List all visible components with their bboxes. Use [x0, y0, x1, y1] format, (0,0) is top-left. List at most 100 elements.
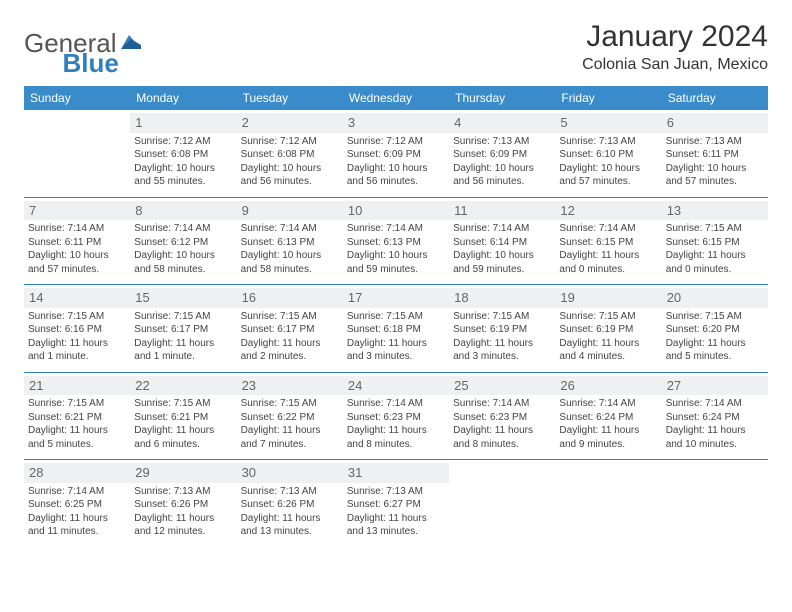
sunrise-text: Sunrise: 7:14 AM [28, 485, 126, 499]
daylight-text: Daylight: 11 hours and 13 minutes. [241, 512, 339, 539]
day-cell: 15Sunrise: 7:15 AMSunset: 6:17 PMDayligh… [130, 285, 236, 373]
sunrise-text: Sunrise: 7:12 AM [134, 135, 232, 149]
daylight-text: Daylight: 10 hours and 57 minutes. [28, 249, 126, 276]
day-number: 18 [449, 288, 555, 308]
daylight-text: Daylight: 10 hours and 59 minutes. [453, 249, 551, 276]
daylight-text: Daylight: 11 hours and 1 minute. [134, 337, 232, 364]
sunrise-text: Sunrise: 7:15 AM [666, 310, 764, 324]
day-number: 1 [130, 113, 236, 133]
day-cell: 1Sunrise: 7:12 AMSunset: 6:08 PMDaylight… [130, 110, 236, 197]
day-number: 23 [237, 376, 343, 396]
flag-icon [121, 31, 143, 56]
day-number: 4 [449, 113, 555, 133]
day-cell [555, 460, 661, 547]
sunrise-text: Sunrise: 7:14 AM [559, 222, 657, 236]
sunrise-text: Sunrise: 7:12 AM [347, 135, 445, 149]
day-number: 10 [343, 201, 449, 221]
day-number: 11 [449, 201, 555, 221]
daylight-text: Daylight: 11 hours and 11 minutes. [28, 512, 126, 539]
day-number: 20 [662, 288, 768, 308]
sunrise-text: Sunrise: 7:13 AM [453, 135, 551, 149]
daylight-text: Daylight: 10 hours and 58 minutes. [241, 249, 339, 276]
day-cell: 19Sunrise: 7:15 AMSunset: 6:19 PMDayligh… [555, 285, 661, 373]
daylight-text: Daylight: 10 hours and 56 minutes. [241, 162, 339, 189]
day-number: 5 [555, 113, 661, 133]
sunset-text: Sunset: 6:12 PM [134, 236, 232, 250]
sunrise-text: Sunrise: 7:13 AM [666, 135, 764, 149]
day-cell: 27Sunrise: 7:14 AMSunset: 6:24 PMDayligh… [662, 372, 768, 460]
day-number: 26 [555, 376, 661, 396]
day-number: 7 [24, 201, 130, 221]
daylight-text: Daylight: 10 hours and 56 minutes. [347, 162, 445, 189]
weekday-header: Tuesday [237, 86, 343, 110]
sunset-text: Sunset: 6:15 PM [559, 236, 657, 250]
day-cell: 7Sunrise: 7:14 AMSunset: 6:11 PMDaylight… [24, 197, 130, 285]
sunset-text: Sunset: 6:23 PM [347, 411, 445, 425]
daylight-text: Daylight: 11 hours and 12 minutes. [134, 512, 232, 539]
daylight-text: Daylight: 11 hours and 1 minute. [28, 337, 126, 364]
daylight-text: Daylight: 11 hours and 0 minutes. [559, 249, 657, 276]
day-number: 2 [237, 113, 343, 133]
daylight-text: Daylight: 11 hours and 4 minutes. [559, 337, 657, 364]
daylight-text: Daylight: 11 hours and 7 minutes. [241, 424, 339, 451]
sunset-text: Sunset: 6:27 PM [347, 498, 445, 512]
sunset-text: Sunset: 6:26 PM [134, 498, 232, 512]
sunrise-text: Sunrise: 7:15 AM [134, 310, 232, 324]
daylight-text: Daylight: 11 hours and 8 minutes. [453, 424, 551, 451]
title-block: January 2024 Colonia San Juan, Mexico [582, 20, 768, 74]
day-cell: 31Sunrise: 7:13 AMSunset: 6:27 PMDayligh… [343, 460, 449, 547]
sunset-text: Sunset: 6:19 PM [559, 323, 657, 337]
daylight-text: Daylight: 10 hours and 56 minutes. [453, 162, 551, 189]
sunset-text: Sunset: 6:17 PM [241, 323, 339, 337]
sunset-text: Sunset: 6:10 PM [559, 148, 657, 162]
sunset-text: Sunset: 6:09 PM [453, 148, 551, 162]
daylight-text: Daylight: 11 hours and 6 minutes. [134, 424, 232, 451]
daylight-text: Daylight: 11 hours and 2 minutes. [241, 337, 339, 364]
sunrise-text: Sunrise: 7:15 AM [134, 397, 232, 411]
weekday-header-row: Sunday Monday Tuesday Wednesday Thursday… [24, 86, 768, 110]
week-row: 28Sunrise: 7:14 AMSunset: 6:25 PMDayligh… [24, 460, 768, 547]
day-number: 12 [555, 201, 661, 221]
day-cell [449, 460, 555, 547]
day-cell: 23Sunrise: 7:15 AMSunset: 6:22 PMDayligh… [237, 372, 343, 460]
day-cell: 17Sunrise: 7:15 AMSunset: 6:18 PMDayligh… [343, 285, 449, 373]
day-cell: 12Sunrise: 7:14 AMSunset: 6:15 PMDayligh… [555, 197, 661, 285]
daylight-text: Daylight: 10 hours and 57 minutes. [559, 162, 657, 189]
day-number: 14 [24, 288, 130, 308]
header: General Blue January 2024 Colonia San Ju… [24, 20, 768, 74]
sunset-text: Sunset: 6:09 PM [347, 148, 445, 162]
sunset-text: Sunset: 6:11 PM [28, 236, 126, 250]
day-cell: 9Sunrise: 7:14 AMSunset: 6:13 PMDaylight… [237, 197, 343, 285]
week-row: 21Sunrise: 7:15 AMSunset: 6:21 PMDayligh… [24, 372, 768, 460]
sunrise-text: Sunrise: 7:15 AM [453, 310, 551, 324]
day-cell: 18Sunrise: 7:15 AMSunset: 6:19 PMDayligh… [449, 285, 555, 373]
sunset-text: Sunset: 6:16 PM [28, 323, 126, 337]
sunrise-text: Sunrise: 7:14 AM [134, 222, 232, 236]
sunset-text: Sunset: 6:19 PM [453, 323, 551, 337]
sunset-text: Sunset: 6:14 PM [453, 236, 551, 250]
sunset-text: Sunset: 6:08 PM [134, 148, 232, 162]
daylight-text: Daylight: 11 hours and 5 minutes. [666, 337, 764, 364]
sunset-text: Sunset: 6:13 PM [241, 236, 339, 250]
daylight-text: Daylight: 11 hours and 5 minutes. [28, 424, 126, 451]
day-cell: 10Sunrise: 7:14 AMSunset: 6:13 PMDayligh… [343, 197, 449, 285]
day-cell: 16Sunrise: 7:15 AMSunset: 6:17 PMDayligh… [237, 285, 343, 373]
day-cell: 2Sunrise: 7:12 AMSunset: 6:08 PMDaylight… [237, 110, 343, 197]
day-number: 19 [555, 288, 661, 308]
sunrise-text: Sunrise: 7:14 AM [28, 222, 126, 236]
sunset-text: Sunset: 6:08 PM [241, 148, 339, 162]
sunrise-text: Sunrise: 7:14 AM [347, 397, 445, 411]
day-cell: 21Sunrise: 7:15 AMSunset: 6:21 PMDayligh… [24, 372, 130, 460]
sunset-text: Sunset: 6:21 PM [134, 411, 232, 425]
sunset-text: Sunset: 6:26 PM [241, 498, 339, 512]
sunrise-text: Sunrise: 7:14 AM [347, 222, 445, 236]
daylight-text: Daylight: 10 hours and 58 minutes. [134, 249, 232, 276]
sunrise-text: Sunrise: 7:13 AM [134, 485, 232, 499]
day-cell: 30Sunrise: 7:13 AMSunset: 6:26 PMDayligh… [237, 460, 343, 547]
day-cell: 6Sunrise: 7:13 AMSunset: 6:11 PMDaylight… [662, 110, 768, 197]
month-title: January 2024 [582, 20, 768, 54]
sunset-text: Sunset: 6:25 PM [28, 498, 126, 512]
brand-logo: General Blue [24, 28, 203, 59]
day-number: 17 [343, 288, 449, 308]
day-number: 21 [24, 376, 130, 396]
